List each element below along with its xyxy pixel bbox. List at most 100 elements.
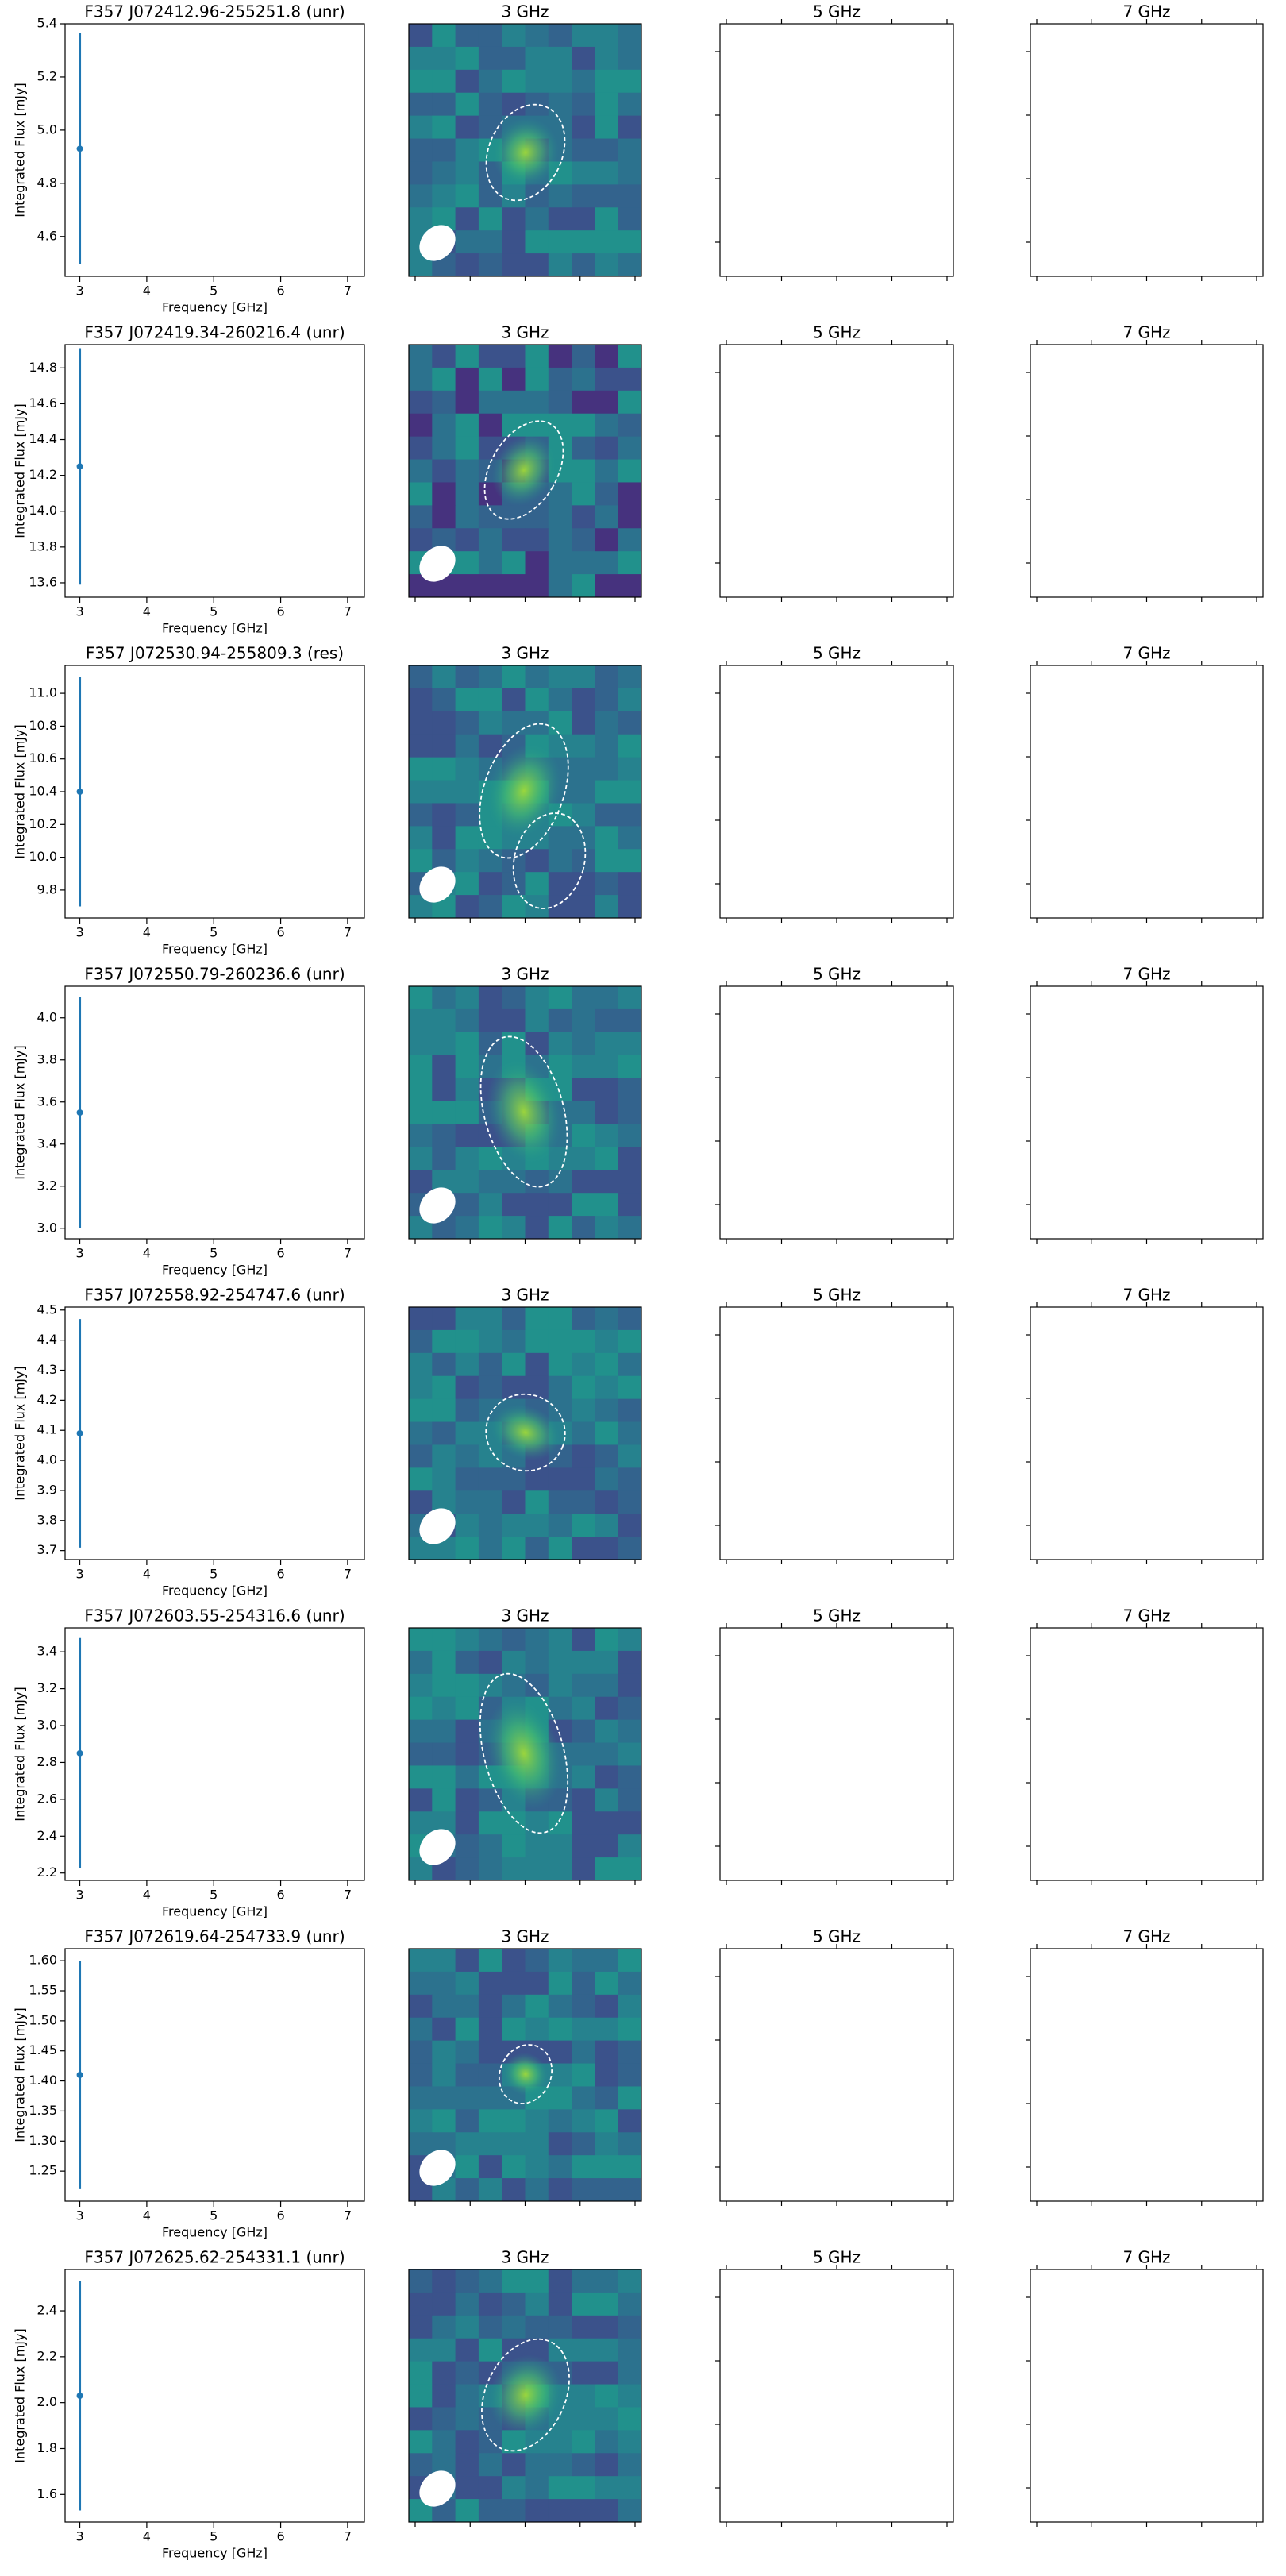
- image-pixel: [572, 505, 595, 529]
- image-pixel: [478, 1008, 502, 1033]
- radio-image: [409, 2269, 642, 2523]
- image-pixel: [478, 367, 502, 391]
- image-pixel: [455, 1170, 479, 1194]
- image-pixel: [478, 1628, 502, 1652]
- y-tick-label: 3.0: [37, 1220, 57, 1235]
- panel-frame: [719, 1306, 954, 1560]
- image-pixel: [409, 2063, 433, 2087]
- image-pixel: [455, 872, 479, 896]
- image-pixel: [548, 872, 572, 896]
- x-tick-label: 4: [143, 1567, 151, 1582]
- y-tick-label: 9.8: [37, 881, 57, 897]
- image-pixel: [432, 138, 456, 162]
- image-pixel: [432, 2407, 456, 2431]
- image-pixel: [409, 413, 433, 438]
- panel-frame: [1030, 2269, 1264, 2523]
- image-pixel: [525, 711, 549, 735]
- image-pixel: [455, 734, 479, 758]
- image-pixel: [572, 1078, 595, 1102]
- image-pixel: [455, 1537, 479, 1560]
- image-pixel: [572, 436, 595, 461]
- image-pixel: [432, 1307, 456, 1331]
- image-pixel: [525, 1216, 549, 1240]
- image-pixel: [548, 849, 572, 873]
- image-pixel: [548, 1055, 572, 1079]
- image-pixel: [409, 1696, 433, 1721]
- image-pixel: [548, 1352, 572, 1377]
- image-pixel: [478, 2476, 502, 2500]
- image-pixel: [409, 1628, 433, 1652]
- panel-title: 5 GHz: [813, 2248, 861, 2267]
- image-pixel: [409, 1673, 433, 1698]
- image-pixel: [548, 253, 572, 277]
- image-pixel: [525, 1329, 549, 1354]
- image-pixel: [595, 505, 619, 529]
- image-pixel: [572, 1193, 595, 1217]
- image-pixel: [478, 1147, 502, 1170]
- image-pixel: [432, 803, 456, 827]
- image-pixel: [595, 2040, 619, 2065]
- image-pixel: [478, 986, 502, 1010]
- image-pixel: [432, 1329, 456, 1354]
- image-pixel: [595, 1124, 619, 1147]
- image-pixel: [525, 413, 549, 438]
- plot-frame: [64, 344, 365, 598]
- image-pixel: [525, 1628, 549, 1652]
- image-pixel: [525, 367, 549, 391]
- image-pixel: [409, 2040, 433, 2065]
- image-pixel: [409, 115, 433, 140]
- image-pixel: [548, 1398, 572, 1423]
- image-pixel: [455, 2430, 479, 2454]
- image-pixel: [502, 665, 526, 689]
- image-pixel: [595, 2155, 619, 2179]
- y-tick-label: 14.6: [29, 395, 57, 411]
- image-pixel: [409, 1398, 433, 1423]
- image-pixel: [595, 872, 619, 896]
- image-pixel: [432, 1352, 456, 1377]
- image-pixel: [618, 826, 642, 850]
- panel-title: 3 GHz: [501, 2, 549, 21]
- x-tick-label: 6: [276, 1567, 284, 1582]
- image-pixel: [572, 1490, 595, 1514]
- image-pixel: [572, 1696, 595, 1721]
- x-tick-label: 6: [276, 2208, 284, 2223]
- image-pixel: [455, 780, 479, 804]
- image-pixel: [595, 1375, 619, 1400]
- image-pixel: [478, 2453, 502, 2477]
- image-pixel: [572, 1628, 595, 1652]
- image-pixel: [432, 505, 456, 529]
- source-glow: [492, 118, 559, 187]
- image-pixel: [618, 1467, 642, 1491]
- x-tick-label: 7: [344, 2529, 352, 2544]
- image-pixel: [572, 1147, 595, 1170]
- source-ellipse: [485, 103, 566, 202]
- y-tick-label: 3.8: [37, 1512, 57, 1527]
- image-pixel: [432, 2086, 456, 2110]
- x-tick-label: 7: [344, 283, 352, 299]
- x-tick-label: 7: [344, 1888, 352, 1903]
- image-pixel: [618, 2017, 642, 2042]
- image-pixel: [409, 92, 433, 117]
- image-pixel: [618, 1329, 642, 1354]
- image-pixel: [548, 482, 572, 506]
- image-pixel: [572, 1398, 595, 1423]
- image-pixel: [432, 2109, 456, 2133]
- image-pixel: [502, 505, 526, 529]
- image-pixel: [478, 1994, 502, 2019]
- image-pixel: [478, 2315, 502, 2339]
- image-pixel: [572, 2407, 595, 2431]
- image-pixel: [478, 345, 502, 368]
- image-pixel: [478, 413, 502, 438]
- image-pixel: [572, 1170, 595, 1194]
- image-pixel: [409, 986, 433, 1010]
- y-tick-label: 1.55: [29, 1983, 57, 1998]
- image-pixel: [455, 1742, 479, 1766]
- image-pixel: [478, 2086, 502, 2110]
- image-pixel: [525, 2315, 549, 2339]
- image-pixel: [618, 1307, 642, 1331]
- image-pixel: [595, 138, 619, 162]
- image-pixel: [548, 230, 572, 254]
- y-tick-label: 5.0: [37, 121, 57, 137]
- image-pixel: [548, 551, 572, 575]
